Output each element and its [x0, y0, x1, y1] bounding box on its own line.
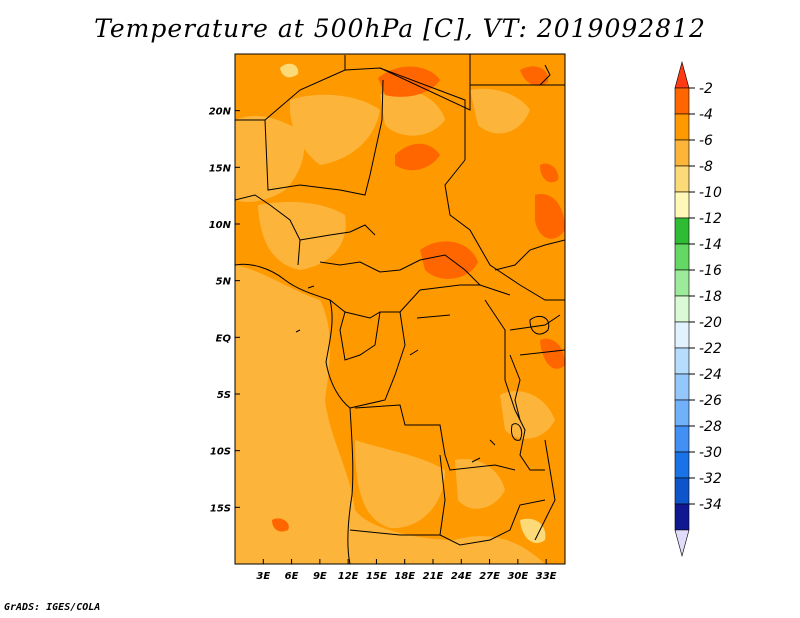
colorbar-swatch: [674, 269, 690, 297]
colorbar-label: -34: [699, 497, 722, 513]
colorbar-swatch: [674, 87, 690, 115]
colorbar-label: -30: [699, 445, 722, 461]
colorbar-swatch: [674, 451, 690, 479]
lon-tick-label: 30E: [507, 571, 528, 582]
colorbar-label: -24: [699, 367, 722, 383]
colorbar-label: -16: [699, 263, 722, 279]
lon-tick-label: 24E: [451, 571, 472, 582]
colorbar-label: -8: [699, 159, 713, 175]
colorbar-swatch: [674, 399, 690, 427]
colorbar-label: -4: [699, 107, 713, 123]
lat-tick-label: 5N: [216, 277, 232, 288]
colorbar-swatch: [674, 191, 690, 219]
colorbar-label: -6: [699, 133, 713, 149]
colorbar-swatch: [674, 503, 690, 531]
colorbar-under-arrow: [674, 529, 690, 558]
lon-tick-label: 12E: [338, 571, 359, 582]
country-borders: [235, 54, 565, 564]
colorbar-swatch: [674, 165, 690, 193]
colorbar-label: -32: [699, 471, 722, 487]
colorbar-label: -20: [699, 315, 722, 331]
lon-tick-label: 6E: [285, 571, 299, 582]
colorbar-swatch: [674, 295, 690, 323]
contour-fill: [235, 54, 565, 564]
lat-tick-label: EQ: [216, 333, 232, 344]
lat-tick-label: 5S: [217, 390, 231, 401]
colorbar-label: -12: [699, 211, 722, 227]
lat-tick-label: 10S: [210, 447, 231, 458]
colorbar-label: -18: [699, 289, 722, 305]
colorbar-swatch: [674, 477, 690, 505]
lat-tick-label: 15N: [209, 163, 232, 174]
colorbar-label: -2: [699, 81, 713, 97]
map-frame: [234, 53, 566, 565]
lon-tick-label: 9E: [313, 571, 327, 582]
colorbar-label: -22: [699, 341, 722, 357]
lat-axis: 20N 15N 10N 5N EQ 5S 10S 15S: [209, 107, 240, 514]
lon-tick-label: 18E: [394, 571, 415, 582]
colorbar-swatch: [674, 243, 690, 271]
lat-tick-label: 10N: [209, 220, 232, 231]
band-minus8-minus6-west: [235, 265, 545, 564]
colorbar-label: -28: [699, 419, 722, 435]
colorbar-over-arrow: [674, 60, 690, 89]
colorbar-swatch: [674, 347, 690, 375]
colorbar-label: -26: [699, 393, 722, 409]
map-title: Temperature at 500hPa [C], VT: 201909281…: [94, 14, 706, 43]
grads-credit: GrADS: IGES/COLA: [4, 602, 101, 613]
lon-tick-label: 21E: [423, 571, 444, 582]
lon-axis: 3E 6E 9E 12E 15E 18E 21E 24E 27E 30E 33E: [256, 559, 557, 582]
colorbar-swatch: [674, 321, 690, 349]
colorbar-swatch: [674, 425, 690, 453]
lon-tick-label: 27E: [479, 571, 500, 582]
colorbar-label: -10: [699, 185, 722, 201]
lat-tick-label: 20N: [209, 107, 232, 118]
colorbar-swatch: [674, 113, 690, 141]
lon-tick-label: 15E: [366, 571, 387, 582]
colorbar-swatch: [674, 139, 690, 167]
colorbar-swatch: [674, 217, 690, 245]
lat-tick-label: 15S: [210, 503, 231, 514]
colorbar-swatch: [674, 373, 690, 401]
lon-tick-label: 3E: [256, 571, 270, 582]
colorbar-label: -14: [699, 237, 722, 253]
lon-tick-label: 33E: [536, 571, 557, 582]
